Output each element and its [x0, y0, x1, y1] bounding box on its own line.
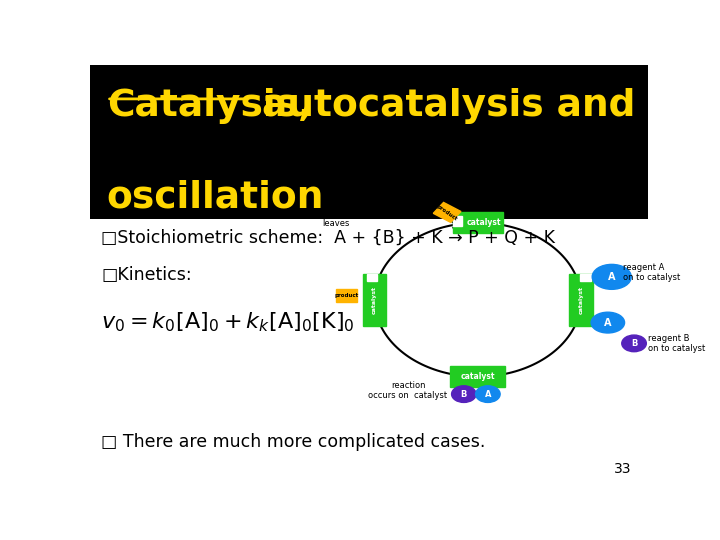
Text: catalyst: catalyst: [461, 372, 495, 381]
Text: B: B: [631, 339, 637, 348]
Text: reaction
occurs on  catalyst: reaction occurs on catalyst: [369, 381, 448, 400]
Bar: [570, 274, 593, 326]
Text: A: A: [608, 272, 616, 282]
Bar: [363, 274, 387, 326]
Text: product: product: [335, 293, 359, 298]
Text: autocatalysis and: autocatalysis and: [249, 87, 636, 124]
Bar: [453, 212, 503, 233]
Text: 33: 33: [613, 462, 631, 476]
Text: reagent A
on to catalyst: reagent A on to catalyst: [623, 263, 680, 282]
Text: catalyst: catalyst: [466, 218, 500, 227]
Text: □Kinetics:: □Kinetics:: [101, 266, 192, 285]
Text: B: B: [461, 390, 467, 399]
Bar: [366, 274, 377, 281]
Ellipse shape: [593, 265, 631, 289]
Bar: [90, 219, 648, 481]
Bar: [580, 274, 591, 281]
Text: catalyst: catalyst: [372, 286, 377, 314]
Text: Catalysis,: Catalysis,: [107, 87, 312, 124]
Text: □ There are much more complicated cases.: □ There are much more complicated cases.: [101, 433, 485, 451]
Bar: [450, 366, 505, 387]
Text: product
leaves: product leaves: [319, 209, 352, 228]
Bar: [433, 202, 461, 222]
Text: A: A: [604, 318, 611, 328]
Text: $v_0 = k_0[\mathrm{A}]_0 + k_k[\mathrm{A}]_0[\mathrm{K}]_0$: $v_0 = k_0[\mathrm{A}]_0 + k_k[\mathrm{A…: [101, 310, 355, 334]
Ellipse shape: [622, 335, 647, 352]
Ellipse shape: [451, 386, 476, 402]
Ellipse shape: [591, 312, 624, 333]
Bar: [90, 65, 648, 219]
Text: reagent B
on to catalyst: reagent B on to catalyst: [648, 334, 706, 353]
Text: product: product: [436, 204, 459, 221]
Ellipse shape: [476, 386, 500, 402]
Text: □Stoichiometric scheme:  A + {B} + K → P + Q + K: □Stoichiometric scheme: A + {B} + K → P …: [101, 229, 555, 247]
Text: A: A: [485, 390, 491, 399]
Bar: [453, 215, 462, 226]
Text: START: START: [441, 181, 470, 192]
Bar: [336, 289, 357, 302]
Text: oscillation: oscillation: [107, 179, 324, 215]
Text: catalyst: catalyst: [579, 286, 583, 314]
